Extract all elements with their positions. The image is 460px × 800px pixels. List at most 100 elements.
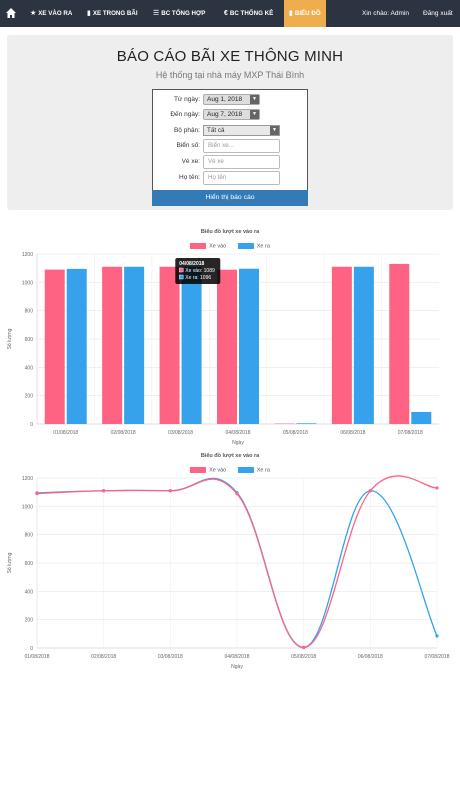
x-axis-title: Ngày [232, 440, 244, 446]
logout-link[interactable]: Đăng xuất [423, 10, 453, 17]
bar-xe-ra [181, 266, 202, 424]
y-tick-label: 1000 [22, 504, 33, 510]
y-tick-label: 1200 [22, 476, 33, 482]
x-tick-label: 07/08/2018 [398, 430, 423, 436]
y-tick-label: 600 [25, 337, 34, 343]
chevron-down-icon[interactable]: ▼ [250, 95, 259, 104]
nav-bc-thong-ke[interactable]: € BC THỐNG KÊ [224, 0, 273, 27]
legend-item-xe-vao[interactable]: Xe vào [190, 243, 226, 249]
legend-swatch [237, 467, 254, 473]
top-navbar: ★ XE VÀO RA ▮ XE TRONG BÃI ☰ BC TỔNG HỢP € B… [0, 0, 460, 27]
x-tick-label: 07/08/2018 [424, 654, 449, 660]
bar-chart: 0 200 400 600 800 1000 1200 Số lượng Ngày 01/08/2… [7, 252, 439, 446]
star-icon: ★ [30, 10, 37, 17]
x-tick-label: 04/08/2018 [224, 654, 249, 660]
show-report-button[interactable]: Hiển thị báo cáo [152, 190, 308, 206]
bar-xe-ra [66, 268, 87, 424]
tooltip-line: Xe vào: 1089 [185, 268, 215, 274]
y-tick-label: 200 [25, 618, 34, 624]
data-point-xe-vao [168, 489, 172, 493]
bar-xe-ra [124, 266, 145, 424]
bar-chart-icon: ▮ [289, 10, 293, 17]
euro-icon: € [224, 10, 228, 17]
bar-xe-vao [159, 266, 180, 424]
y-tick-label: 600 [25, 561, 34, 567]
bar-xe-ra [239, 268, 259, 424]
x-tick-label: 05/08/2018 [291, 654, 316, 660]
data-point-xe-ra [435, 634, 439, 638]
y-tick-label: 0 [30, 646, 33, 652]
y-tick-label: 400 [25, 589, 34, 595]
name-label: Họ tên: [179, 174, 200, 181]
y-axis-title: Số lượng [7, 552, 13, 573]
x-tick-label: 03/08/2018 [168, 430, 193, 436]
bar-chart-legend: Xe vào Xe ra [0, 243, 460, 249]
y-tick-label: 800 [25, 309, 34, 315]
x-tick-label: 04/08/2018 [225, 430, 250, 436]
data-point-xe-vao [235, 492, 239, 496]
data-point-xe-vao [35, 491, 39, 496]
tooltip-box [175, 258, 221, 284]
line-chart: 0 200 400 600 800 1000 1200 Số lượng Ngày 01/08/2… [7, 475, 450, 670]
chevron-down-icon: ▼ [270, 126, 279, 135]
department-label: Bộ phận: [173, 127, 200, 134]
y-tick-label: 1000 [22, 280, 33, 286]
x-tick-label: 01/08/2018 [24, 654, 49, 660]
x-tick-label: 02/08/2018 [91, 654, 116, 660]
department-select[interactable]: Tất cả ▼ [203, 125, 280, 136]
to-date-input[interactable]: Aug 7, 2018 ▼ [203, 109, 260, 120]
bar-xe-vao [331, 266, 352, 424]
y-tick-label: 800 [25, 533, 34, 539]
list-icon: ☰ [153, 10, 160, 17]
home-icon[interactable] [5, 7, 17, 19]
ticket-input[interactable]: Vé xe [203, 155, 280, 169]
bar-xe-vao [44, 269, 65, 424]
x-tick-label: 03/08/2018 [158, 654, 183, 660]
bar-xe-ra [411, 411, 432, 424]
bar-xe-ra [296, 423, 317, 424]
line-chart-title: Biểu đồ lượt xe vào ra [200, 453, 260, 459]
nav-bieu-do[interactable]: ▮ BIỂU ĐỒ [284, 0, 326, 27]
legend-swatch [190, 243, 207, 249]
data-point-xe-vao [435, 486, 439, 490]
bar-xe-ra [353, 266, 374, 424]
from-date-label: Từ ngày: [173, 96, 200, 103]
nav-xe-vao-ra[interactable]: ★ XE VÀO RA [30, 0, 72, 27]
x-tick-label: 06/08/2018 [340, 430, 365, 436]
to-date-label: Đến ngày: [170, 111, 200, 118]
x-axis-title: Ngày [231, 664, 243, 670]
data-point-xe-vao [302, 645, 306, 650]
tooltip-swatch [179, 267, 184, 273]
y-tick-label: 200 [25, 394, 34, 400]
x-tick-label: 05/08/2018 [283, 430, 308, 436]
tooltip-swatch [179, 274, 184, 280]
nav-bc-tong-hop[interactable]: ☰ BC TỔNG HỢP [153, 0, 205, 27]
bar-chart-title: Biểu đồ lượt xe vào ra [200, 229, 260, 235]
page-subtitle: Hệ thống tại nhà máy MXP Thái Bình [155, 70, 305, 80]
legend-item-xe-vao[interactable]: Xe vào [190, 467, 226, 473]
plate-input[interactable]: Biển xe... [203, 139, 280, 153]
x-tick-label: 02/08/2018 [111, 430, 136, 436]
y-tick-label: 0 [30, 422, 33, 428]
chevron-down-icon[interactable]: ▼ [250, 110, 259, 119]
name-input[interactable]: Họ tên [203, 171, 280, 185]
legend-swatch [237, 243, 254, 249]
tooltip-line: Xe ra: 1096 [185, 275, 211, 281]
nav-xe-trong-bai[interactable]: ▮ XE TRONG BÃI [87, 0, 138, 27]
x-tick-label: 06/08/2018 [358, 654, 383, 660]
legend-item-xe-ra[interactable]: Xe ra [237, 467, 270, 473]
bar-xe-vao [102, 266, 123, 424]
plate-label: Biển số: [176, 142, 201, 149]
data-point-xe-vao [102, 489, 106, 493]
data-point-xe-vao [368, 489, 372, 493]
from-date-input[interactable]: Aug 1, 2018 ▼ [203, 94, 260, 105]
line-chart-legend: Xe vào Xe ra [0, 467, 460, 473]
y-tick-label: 1200 [22, 252, 33, 258]
tooltip-title: 04/08/2018 [179, 261, 204, 267]
legend-swatch [190, 467, 207, 473]
bar-xe-vao [217, 269, 237, 424]
page-title: BÁO CÁO BÃI XE THÔNG MINH [116, 48, 344, 65]
legend-item-xe-ra[interactable]: Xe ra [237, 243, 270, 249]
x-tick-label: 01/08/2018 [53, 430, 78, 436]
y-tick-label: 400 [25, 365, 34, 371]
